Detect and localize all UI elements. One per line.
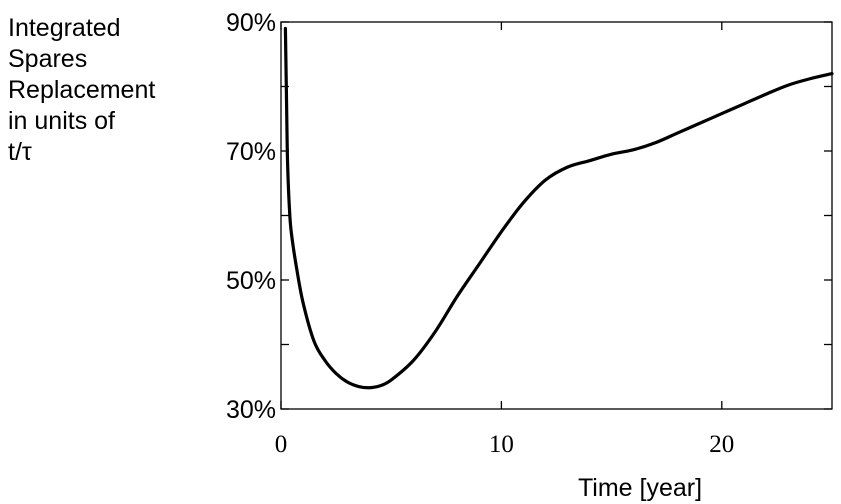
x-tick-label: 20 (709, 431, 734, 458)
plot-frame (280, 21, 833, 410)
x-tick-label: 10 (489, 431, 514, 458)
x-ticks: 0 10 20 (275, 22, 734, 458)
y-ticks: 30% 50% 70% 90% (226, 9, 832, 424)
x-axis-label: Time [year] (578, 474, 702, 502)
y-tick-label: 70% (226, 138, 276, 166)
y-axis-label-line: Integrated (8, 14, 121, 42)
series-line (283, 26, 834, 390)
y-axis-label-line: in units of (8, 107, 115, 135)
y-tick-label: 90% (226, 9, 276, 37)
y-axis-label-line: t/τ (8, 138, 32, 166)
y-axis-label: Integrated Spares Replacement in units of t/… (8, 14, 155, 166)
y-tick-label: 30% (226, 396, 276, 424)
y-axis-label-line: Spares (8, 45, 87, 73)
y-tick-label: 50% (226, 267, 276, 295)
x-tick-label: 0 (275, 431, 288, 458)
y-axis-label-line: Replacement (8, 76, 155, 104)
